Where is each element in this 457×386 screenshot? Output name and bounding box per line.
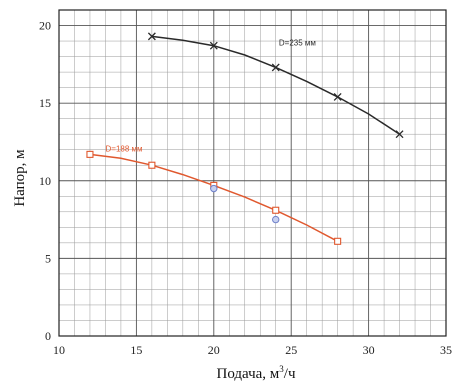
- x-tick-label: 35: [440, 343, 452, 357]
- series-label: D=188 мм: [106, 144, 143, 153]
- x-axis-label-tail: /ч: [284, 366, 296, 382]
- series-3: [210, 184, 280, 224]
- data-point-cross: [147, 32, 156, 41]
- y-tick-label: 20: [39, 19, 51, 33]
- data-point-cross: [395, 130, 404, 139]
- data-point-square: [148, 161, 156, 169]
- y-tick-label: 0: [45, 329, 51, 343]
- y-tick-label: 5: [45, 251, 51, 265]
- x-axis-label: Подача, м3/ч: [216, 364, 295, 382]
- x-tick-label: 25: [285, 343, 297, 357]
- series-layer: D=235 мм D=188 мм: [86, 32, 404, 245]
- x-axis-label-superscript: 3: [279, 364, 284, 374]
- x-tick-label: 20: [208, 343, 220, 357]
- data-point-cross: [209, 41, 218, 50]
- y-axis-label: Напор, м: [12, 149, 28, 207]
- x-axis-ticks: 10 15 20 25 30 35: [53, 343, 452, 357]
- series-label: D=235 мм: [279, 39, 316, 48]
- major-grid: [58, 10, 447, 337]
- series-1: D=235 мм: [147, 32, 404, 139]
- plot-frame: [58, 9, 447, 337]
- data-point-square: [334, 237, 342, 245]
- y-axis-ticks: 0 5 10 15 20: [39, 19, 51, 343]
- x-tick-label: 10: [53, 343, 65, 357]
- y-tick-label: 15: [39, 96, 51, 110]
- data-point-circle: [272, 215, 280, 224]
- data-point-cross: [271, 63, 280, 72]
- x-tick-label: 30: [363, 343, 375, 357]
- data-point-square: [86, 150, 94, 158]
- y-tick-label: 10: [39, 174, 51, 188]
- minor-grid: [59, 9, 446, 336]
- x-tick-label: 15: [130, 343, 142, 357]
- data-point-cross: [333, 92, 342, 101]
- data-point-square: [272, 206, 280, 214]
- data-point-circle: [210, 184, 218, 193]
